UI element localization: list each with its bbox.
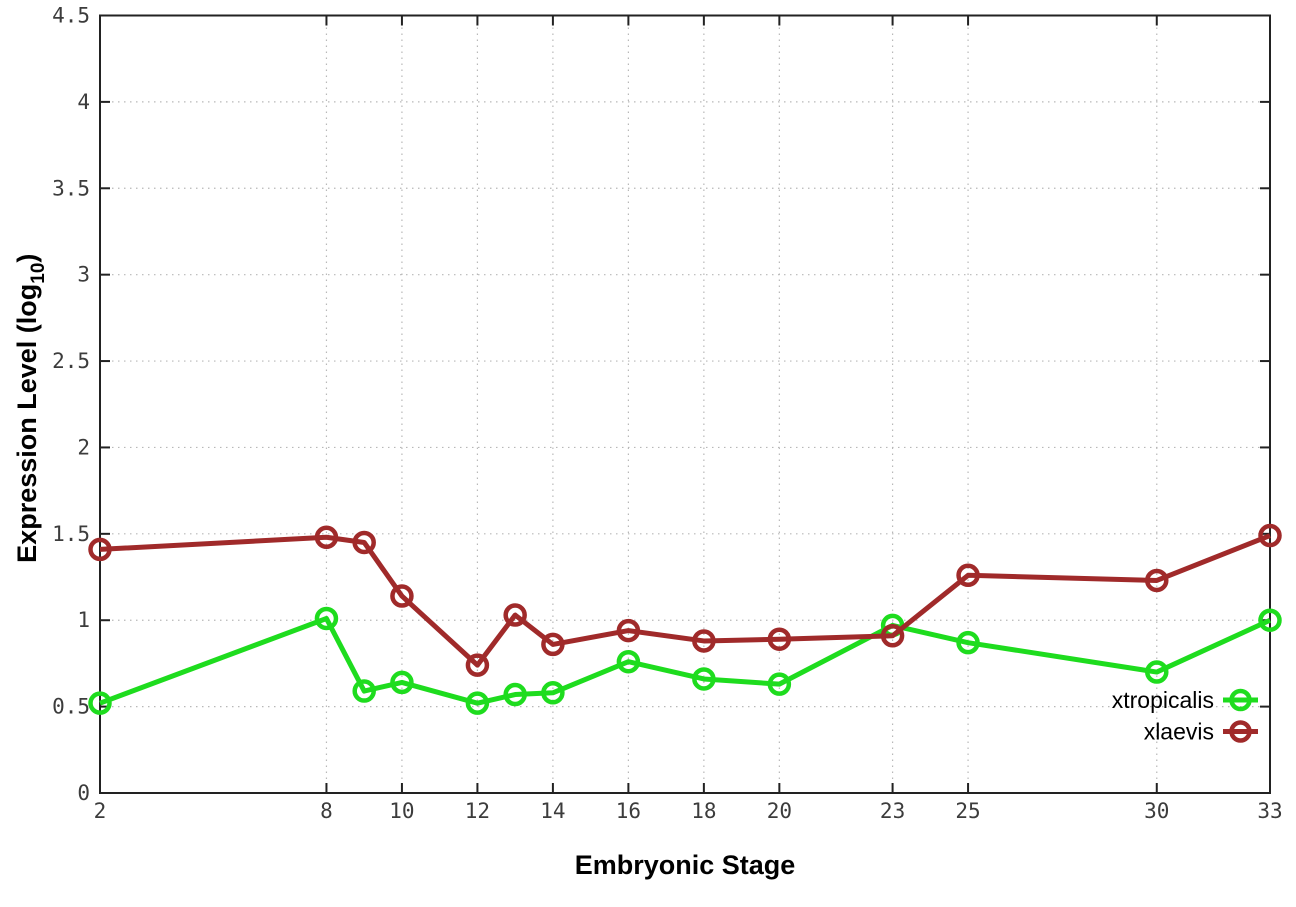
y-tick-label: 2 [77,435,90,459]
series-xtropicalis-point [616,649,641,674]
y-tick-label: 1.5 [52,522,90,546]
x-tick-label: 20 [767,799,792,823]
series-xtropicalis-point [956,630,980,655]
x-tick-label: 12 [465,799,490,823]
y-axis-title-subscript: 10 [28,262,50,284]
y-tick-label: 3.5 [52,176,90,200]
y-tick-label: 2.5 [52,349,90,373]
series-xlaevis-point [314,525,339,550]
series-xlaevis-point [88,537,112,562]
legend-label-xlaevis: xlaevis [1144,719,1214,745]
y-axis-title: Expression Level (log10) [11,198,50,618]
series-xtropicalis-point [352,679,376,703]
series-xtropicalis-point [314,606,339,631]
series-xtropicalis-point [541,681,565,705]
y-axis-title-text: Expression Level (log [11,283,42,563]
plot-border [99,14,1271,794]
x-tick-label: 33 [1257,799,1282,823]
series-xlaevis-point [956,563,980,588]
series-xlaevis-point [692,629,716,653]
x-tick-label: 2 [94,799,107,823]
y-tick-label: 4.5 [52,4,90,28]
x-tick-label: 14 [540,799,565,823]
series-xtropicalis-point [390,670,414,695]
series-xlaevis-point [1145,568,1169,593]
legend-marker-xlaevis [1229,720,1252,743]
series-xtropicalis-line [99,615,1272,706]
y-tick-label: 4 [77,90,90,114]
y-tick-label: 0.5 [52,695,90,719]
y-tick-label: 0 [77,781,90,805]
x-tick-label: 30 [1144,799,1169,823]
series-xtropicalis-point [767,672,792,696]
series-xtropicalis-point [1145,660,1169,684]
series-xlaevis-point [503,603,527,627]
series-xlaevis-point [465,653,490,677]
x-tick-label: 10 [389,799,414,823]
y-tick-label: 3 [77,263,90,287]
x-tick-label: 8 [320,799,333,823]
series-xtropicalis-point [465,691,490,715]
legend-marker-xtropicalis [1229,688,1252,712]
series-xlaevis-point [880,624,905,648]
series-xtropicalis-point [503,682,527,707]
series-xlaevis-point [767,627,792,651]
series-xlaevis-line [99,533,1271,668]
x-tick-label: 16 [616,799,641,823]
x-tick-label: 25 [955,799,980,823]
series-xtropicalis-point [692,667,716,691]
x-axis-title: Embryonic Stage [574,850,796,880]
legend-label-xtropicalis: xtropicalis [1112,687,1214,713]
series-xlaevis-point [541,632,565,657]
series-xtropicalis-point [1258,608,1282,632]
series-xlaevis-point [390,584,414,608]
series-xlaevis-point [1258,523,1282,548]
y-tick-label: 1 [77,608,90,632]
x-tick-label: 23 [880,799,905,823]
series-xtropicalis-point [88,691,112,715]
series-xlaevis-point [616,618,641,643]
series-xlaevis-point [352,530,376,555]
x-tick-label: 18 [691,799,716,823]
